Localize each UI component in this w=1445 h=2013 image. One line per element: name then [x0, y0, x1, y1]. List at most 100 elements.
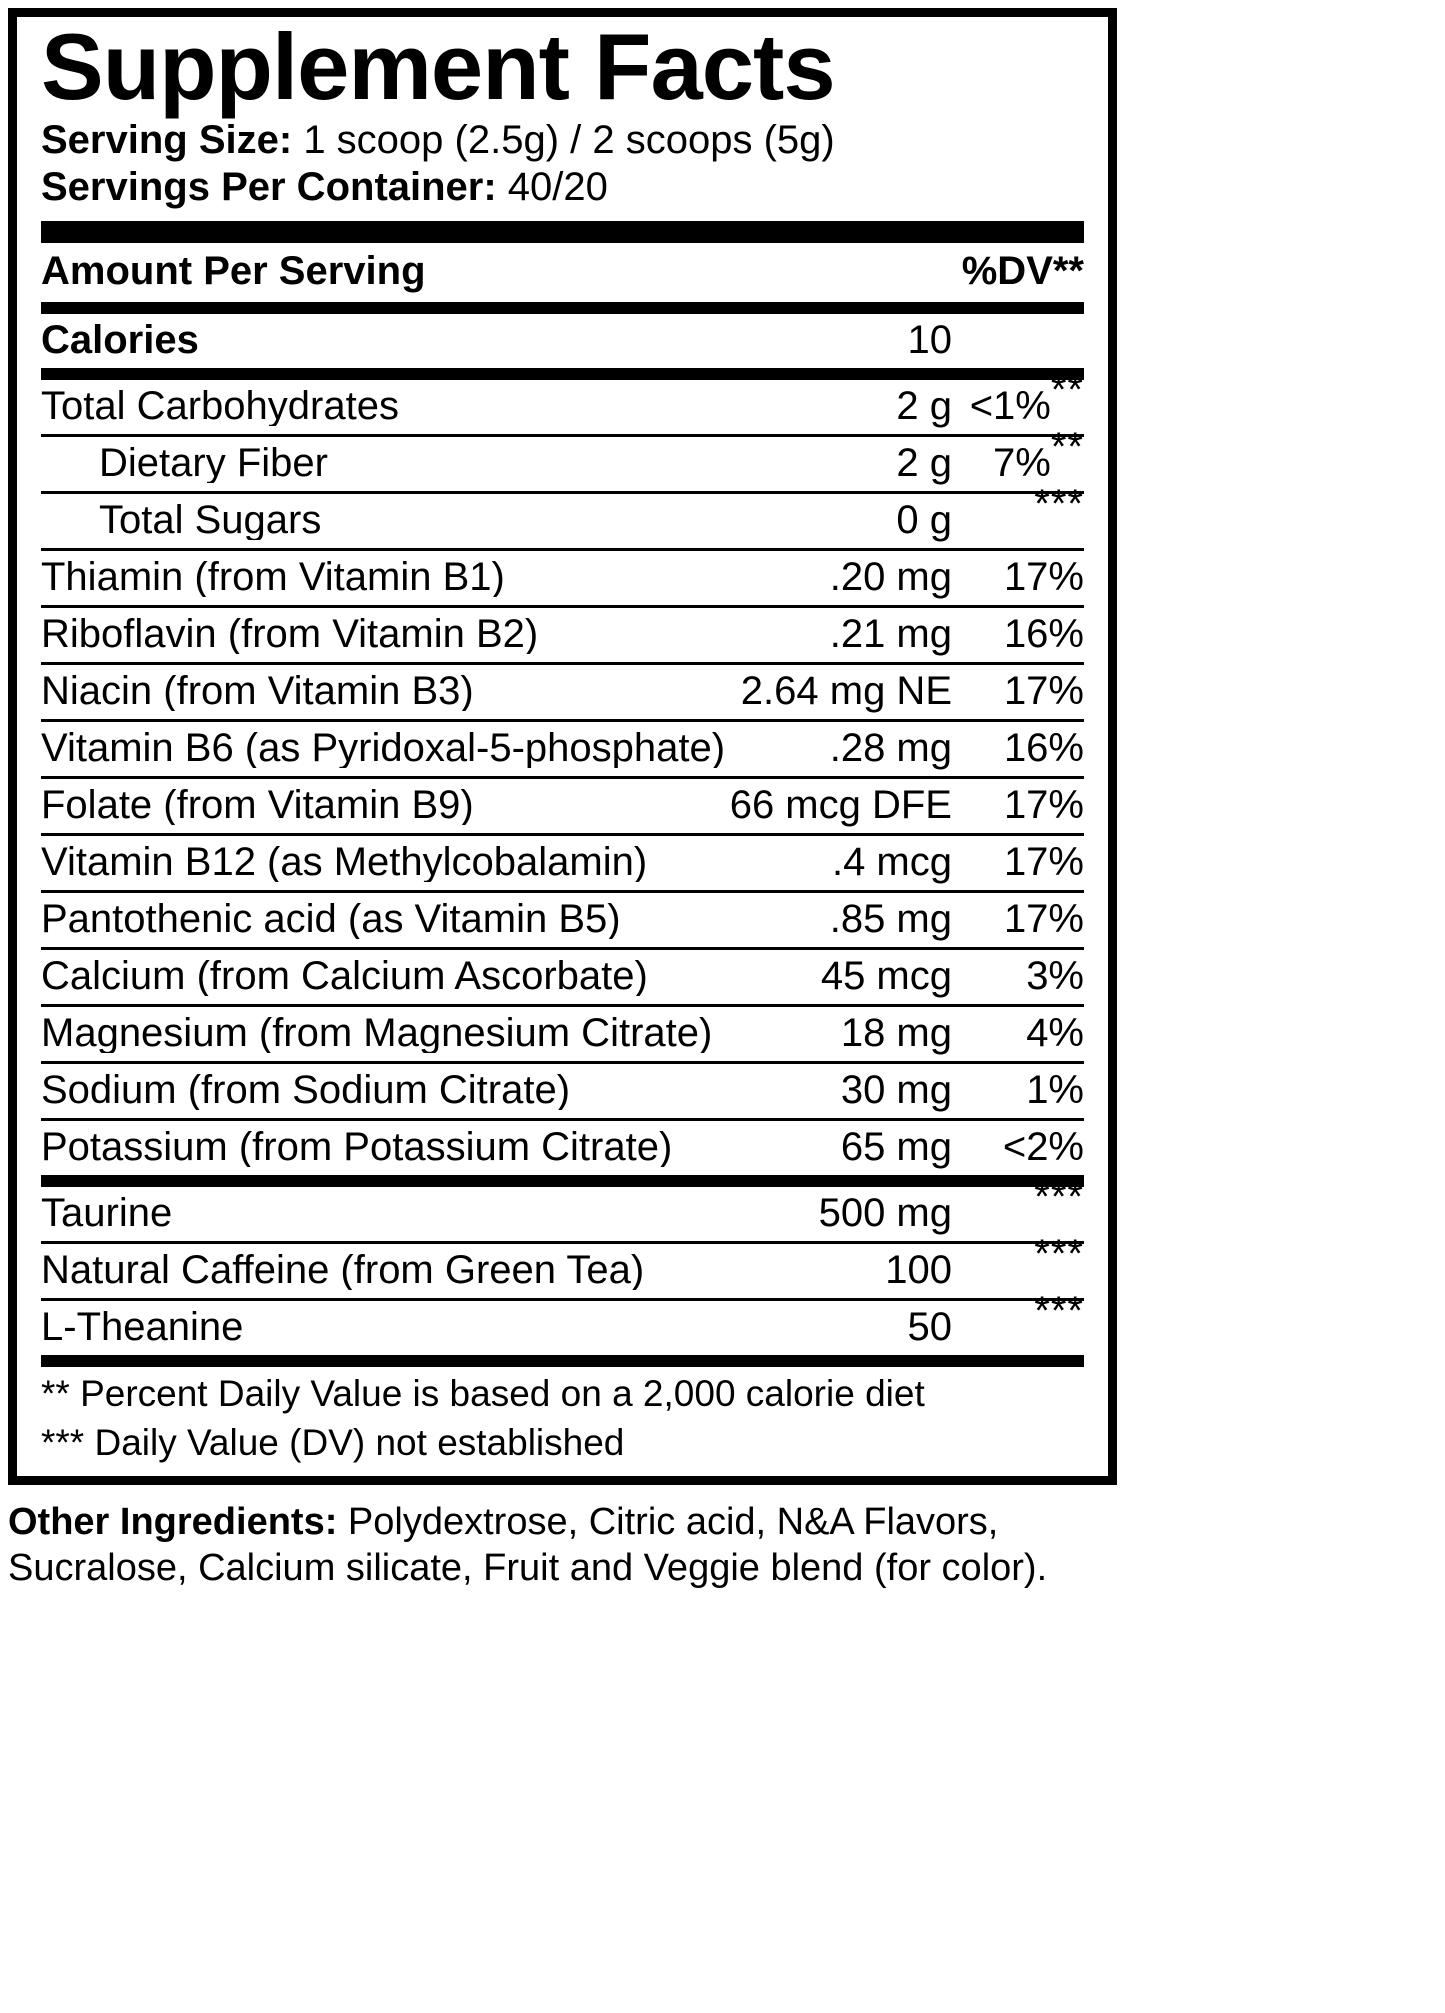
row-divider [41, 1061, 1084, 1065]
serving-size-label: Serving Size: [41, 117, 293, 162]
nutrient-name: Pantothenic acid (as Vitamin B5) [41, 899, 621, 940]
nutrient-daily-value: *** [966, 1234, 1084, 1290]
nutrient-amount: 100 [885, 1248, 952, 1293]
nutrient-amount: .21 mg [829, 612, 952, 657]
nutrient-amount: 18 mg [840, 1011, 952, 1056]
serving-size-line: Serving Size: 1 scoop (2.5g) / 2 scoops … [41, 117, 1084, 164]
nutrient-amount: .20 mg [829, 555, 952, 600]
nutrient-name: L-Theanine [41, 1307, 244, 1348]
row-divider [41, 548, 1084, 552]
nutrient-name: Magnesium (from Magnesium Citrate) [41, 1013, 713, 1054]
servings-per-container-label: Servings Per Container: [41, 165, 497, 210]
row-divider [41, 1118, 1084, 1122]
amount-per-serving-label: Amount Per Serving [41, 249, 426, 294]
divider-under-header [41, 302, 1084, 315]
footnote-dv-not-established: *** Daily Value (DV) not established [41, 1422, 625, 1464]
footnote-marker: *** [1034, 482, 1084, 527]
nutrient-name: Taurine [41, 1193, 173, 1234]
nutrient-amount: 500 mg [818, 1191, 952, 1236]
row-divider [41, 1298, 1084, 1302]
nutrient-daily-value: 1% [1026, 1068, 1084, 1113]
row-divider [41, 605, 1084, 609]
blend-rows: Taurine 500 mg *** Natural Caffeine (from G… [41, 1177, 1084, 1355]
nutrient-rows: Calories 10 Total Carbohydrates 2 g <1%** Die… [41, 314, 1084, 1175]
nutrient-name: Natural Caffeine (from Green Tea) [41, 1250, 645, 1291]
table-row: L-Theanine 50 *** [41, 1291, 1084, 1355]
nutrient-amount: 0 g [896, 498, 952, 543]
nutrient-amount: 2 g [896, 441, 952, 486]
table-row: Total Sugars 0 g *** [41, 484, 1084, 548]
nutrient-amount: 2 g [896, 384, 952, 429]
table-header-row: Amount Per Serving %DV** [41, 243, 1084, 302]
nutrient-amount: .28 mg [829, 726, 952, 771]
nutrient-name: Potassium (from Potassium Citrate) [41, 1127, 673, 1168]
nutrient-name: Folate (from Vitamin B9) [41, 785, 474, 826]
divider-before-footnotes [41, 1355, 1084, 1368]
other-ingredients-text-1: Polydextrose, Citric acid, N&A Flavors, [337, 1501, 999, 1543]
table-row: Natural Caffeine (from Green Tea) 100 *** [41, 1234, 1084, 1298]
row-divider [41, 833, 1084, 837]
row-divider [41, 1004, 1084, 1008]
nutrient-name: Sodium (from Sodium Citrate) [41, 1070, 571, 1111]
footnote-marker: *** [1034, 1175, 1084, 1220]
table-row: Calcium (from Calcium Ascorbate) 45 mcg 3% [41, 950, 1084, 1004]
table-row: Total Carbohydrates 2 g <1%** [41, 368, 1084, 434]
nutrient-name: Total Carbohydrates [41, 386, 399, 427]
table-row: Riboflavin (from Vitamin B2) .21 mg 16% [41, 608, 1084, 662]
nutrient-daily-value: 17% [1003, 897, 1084, 942]
row-divider [41, 947, 1084, 951]
other-ingredients-label: Other Ingredients: [8, 1501, 338, 1543]
nutrient-name: Thiamin (from Vitamin B1) [41, 557, 505, 598]
footnote-marker: ** [1050, 425, 1084, 470]
divider-thick-top [41, 221, 1084, 244]
nutrient-name: Dietary Fiber [99, 443, 328, 484]
table-row: Dietary Fiber 2 g 7%** [41, 425, 1084, 491]
table-row: Thiamin (from Vitamin B1) .20 mg 17% [41, 551, 1084, 605]
nutrient-amount: 50 [907, 1305, 953, 1350]
nutrient-daily-value: 17% [1003, 555, 1084, 600]
table-row: Pantothenic acid (as Vitamin B5) .85 mg 17… [41, 893, 1084, 947]
page-title: Supplement Facts [41, 14, 836, 119]
nutrient-amount: .85 mg [829, 897, 952, 942]
other-ingredients-line-2: Sucralose, Calcium silicate, Fruit and V… [8, 1547, 1048, 1590]
nutrient-daily-value: <1%** [969, 368, 1084, 429]
serving-size-value: 1 scoop (2.5g) / 2 scoops (5g) [292, 117, 835, 162]
nutrient-daily-value: *** [966, 1177, 1084, 1233]
nutrient-name: Calories [41, 320, 199, 361]
table-row: Vitamin B6 (as Pyridoxal-5-phosphate) .28… [41, 722, 1084, 776]
row-divider [41, 662, 1084, 666]
nutrient-name: Total Sugars [99, 500, 322, 541]
nutrient-amount: 10 [907, 318, 953, 363]
row-divider [41, 890, 1084, 894]
nutrient-daily-value: 17% [1003, 840, 1084, 885]
row-divider [41, 434, 1084, 438]
servings-per-container-line: Servings Per Container: 40/20 [41, 164, 1084, 211]
nutrient-daily-value: 17% [1003, 669, 1084, 714]
footnote-marker: *** [1034, 1232, 1084, 1277]
nutrient-name: Riboflavin (from Vitamin B2) [41, 614, 539, 655]
other-ingredients: Other Ingredients: Polydextrose, Citric … [8, 1499, 1128, 1592]
table-row: Magnesium (from Magnesium Citrate) 18 mg 4… [41, 1007, 1084, 1061]
nutrient-daily-value: 17% [1003, 783, 1084, 828]
nutrient-daily-value: <2% [1002, 1125, 1084, 1170]
row-divider [41, 776, 1084, 780]
nutrient-daily-value: 3% [1026, 954, 1084, 999]
table-row: Sodium (from Sodium Citrate) 30 mg 1% [41, 1064, 1084, 1118]
nutrient-amount: 2.64 mg NE [740, 669, 952, 714]
footnote-marker: *** [1034, 1289, 1084, 1334]
row-divider [41, 1241, 1084, 1245]
nutrient-daily-value: *** [966, 484, 1084, 540]
nutrient-name: Vitamin B12 (as Methylcobalamin) [41, 842, 648, 883]
table-row: Vitamin B12 (as Methylcobalamin) .4 mcg 17… [41, 836, 1084, 890]
nutrient-name: Niacin (from Vitamin B3) [41, 671, 474, 712]
table-row: Taurine 500 mg *** [41, 1177, 1084, 1241]
nutrient-daily-value: 7%** [993, 425, 1084, 486]
nutrient-name: Vitamin B6 (as Pyridoxal-5-phosphate) [41, 728, 726, 769]
divider-under-calories [41, 368, 1084, 381]
row-divider [41, 719, 1084, 723]
other-ingredients-line-1: Other Ingredients: Polydextrose, Citric … [8, 1499, 1128, 1545]
table-row: Calories 10 [41, 314, 1084, 368]
nutrient-daily-value: *** [966, 1291, 1084, 1347]
daily-value-label: %DV** [961, 249, 1084, 294]
